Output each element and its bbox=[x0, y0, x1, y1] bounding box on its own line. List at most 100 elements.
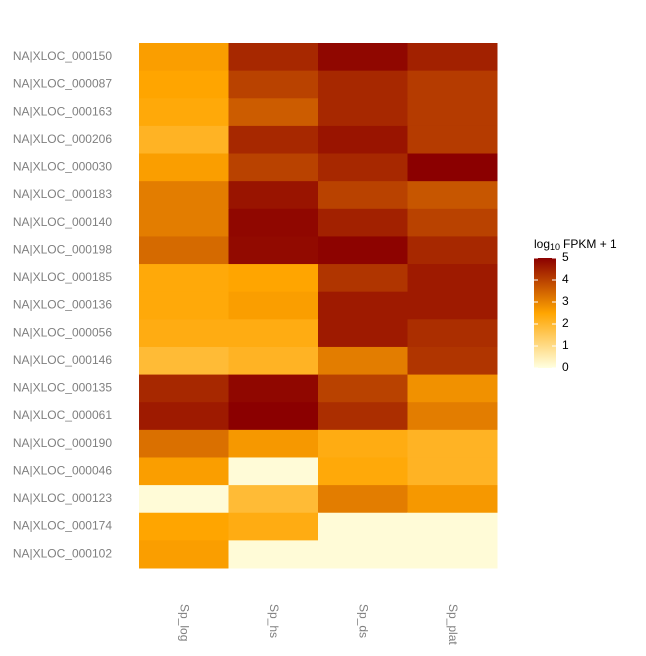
heatmap-cell bbox=[228, 70, 319, 99]
heatmap-cell bbox=[228, 43, 319, 72]
heatmap-cell bbox=[318, 429, 408, 458]
heatmap-cell bbox=[407, 540, 498, 569]
heatmap-cell bbox=[407, 43, 498, 72]
heatmap-cell bbox=[407, 485, 498, 514]
heatmap-cell bbox=[318, 346, 408, 376]
y-tick-label: NA|XLOC_000056 bbox=[13, 325, 113, 339]
heatmap-cell bbox=[228, 374, 319, 403]
heatmap-cell bbox=[139, 485, 229, 514]
y-tick-label: NA|XLOC_000102 bbox=[13, 546, 113, 560]
heatmap-cell bbox=[318, 181, 408, 210]
x-tick-label: Sp_log bbox=[178, 604, 192, 641]
legend-title-rest: FPKM + 1 bbox=[563, 237, 617, 251]
heatmap-cell bbox=[139, 208, 229, 237]
heatmap-cell bbox=[318, 319, 408, 348]
heatmap-cell bbox=[407, 291, 498, 320]
heatmap-cell bbox=[228, 512, 319, 541]
y-tick-label: NA|XLOC_000190 bbox=[13, 436, 113, 450]
y-tick-label: NA|XLOC_000136 bbox=[13, 298, 113, 312]
heatmap-cell bbox=[318, 70, 408, 99]
heatmap-cell bbox=[228, 346, 319, 376]
y-tick-label: NA|XLOC_000150 bbox=[13, 49, 113, 63]
heatmap-cell bbox=[228, 153, 319, 182]
heatmap-cell bbox=[407, 374, 498, 403]
heatmap-cell bbox=[318, 512, 408, 541]
heatmap-cell bbox=[407, 512, 498, 541]
heatmap-cell bbox=[318, 457, 408, 486]
y-tick-label: NA|XLOC_000163 bbox=[13, 104, 113, 118]
y-tick-label: NA|XLOC_000183 bbox=[13, 187, 113, 201]
y-tick-label: NA|XLOC_000185 bbox=[13, 270, 113, 284]
heatmap-cell bbox=[139, 70, 229, 99]
heatmap-cell bbox=[407, 181, 498, 210]
colorbar bbox=[534, 258, 556, 368]
legend-tick-label: 1 bbox=[562, 338, 569, 352]
legend-tick-label: 3 bbox=[562, 294, 569, 308]
x-tick-label: Sp_ds bbox=[357, 604, 371, 638]
heatmap-cell bbox=[318, 236, 408, 265]
heatmap-cell bbox=[318, 402, 408, 431]
heatmap-cell bbox=[318, 125, 408, 155]
x-tick-label: Sp_plat bbox=[446, 604, 460, 645]
heatmap-cell bbox=[139, 153, 229, 182]
legend-tick-label: 5 bbox=[562, 250, 569, 264]
legend-title-subscript: 10 bbox=[550, 242, 560, 252]
heatmap-cell bbox=[318, 208, 408, 237]
heatmap-cell bbox=[407, 125, 498, 155]
heatmap-cell bbox=[228, 319, 319, 348]
heatmap-cell bbox=[228, 402, 319, 431]
legend-tick-label: 4 bbox=[562, 272, 569, 286]
heatmap-cell bbox=[407, 70, 498, 99]
heatmap-cell bbox=[228, 236, 319, 265]
heatmap-cell bbox=[139, 374, 229, 403]
y-tick-label: NA|XLOC_000046 bbox=[13, 463, 113, 477]
y-tick-label: NA|XLOC_000140 bbox=[13, 215, 113, 229]
legend-tick-label: 2 bbox=[562, 316, 569, 330]
heatmap-cell bbox=[139, 319, 229, 348]
heatmap-cell bbox=[228, 98, 319, 127]
y-tick-label: NA|XLOC_000030 bbox=[13, 160, 113, 174]
heatmap-cell bbox=[228, 540, 319, 569]
heatmap-cell bbox=[318, 485, 408, 514]
heatmap-cell bbox=[139, 236, 229, 265]
legend-tick-label: 0 bbox=[562, 360, 569, 374]
y-tick-label: NA|XLOC_000146 bbox=[13, 353, 113, 367]
heatmap-cell bbox=[318, 98, 408, 127]
y-tick-label: NA|XLOC_000061 bbox=[13, 408, 113, 422]
y-tick-label: NA|XLOC_000198 bbox=[13, 242, 113, 256]
heatmap-cell bbox=[139, 98, 229, 127]
heatmap-cell bbox=[139, 346, 229, 376]
heatmap-cell bbox=[139, 181, 229, 210]
heatmap-cell bbox=[407, 346, 498, 376]
y-tick-label: NA|XLOC_000206 bbox=[13, 132, 113, 146]
heatmap-cell bbox=[318, 43, 408, 72]
heatmap-cell bbox=[139, 429, 229, 458]
heatmap-cell bbox=[407, 457, 498, 486]
heatmap-cell bbox=[139, 540, 229, 569]
y-tick-label: NA|XLOC_000135 bbox=[13, 381, 113, 395]
heatmap-cell bbox=[228, 125, 319, 155]
y-tick-label: NA|XLOC_000174 bbox=[13, 519, 113, 533]
heatmap-cell bbox=[228, 208, 319, 237]
heatmap-cell bbox=[139, 512, 229, 541]
heatmap-cell bbox=[228, 181, 319, 210]
heatmap-cell bbox=[228, 291, 319, 320]
heatmap-cell bbox=[139, 264, 229, 293]
heatmap-cell bbox=[318, 291, 408, 320]
heatmap-cell bbox=[318, 374, 408, 403]
heatmap-cell bbox=[228, 457, 319, 486]
heatmap-cell bbox=[139, 457, 229, 486]
heatmap-cell bbox=[407, 402, 498, 431]
heatmap-cell bbox=[407, 429, 498, 458]
heatmap-cell bbox=[228, 429, 319, 458]
heatmap-cell bbox=[407, 208, 498, 237]
heatmap-cell bbox=[407, 264, 498, 293]
x-tick-label: Sp_hs bbox=[267, 604, 281, 638]
heatmap-cell bbox=[318, 264, 408, 293]
heatmap-cell bbox=[407, 153, 498, 182]
y-tick-label: NA|XLOC_000087 bbox=[13, 77, 113, 91]
heatmap-cell bbox=[139, 125, 229, 155]
heatmap-cell bbox=[318, 153, 408, 182]
heatmap-cell bbox=[139, 43, 229, 72]
heatmap-cell bbox=[228, 485, 319, 514]
